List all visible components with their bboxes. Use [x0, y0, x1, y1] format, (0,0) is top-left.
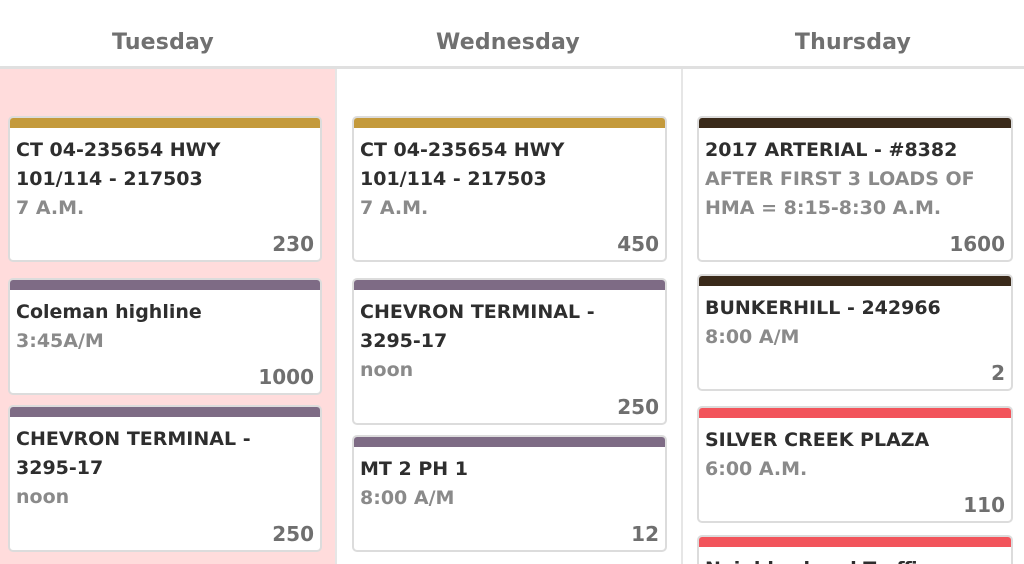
header-divider [0, 66, 1024, 69]
job-card-color-bar [354, 118, 665, 128]
job-card-color-bar [10, 280, 320, 290]
job-card-time: noon [360, 359, 414, 381]
column-divider [335, 69, 337, 564]
job-card-quantity: 450 [617, 232, 659, 256]
column-divider [681, 69, 683, 564]
job-card-time: 8:00 A/M [705, 326, 800, 348]
job-card-time: 6:00 A.M. [705, 458, 808, 480]
job-card-quantity: 250 [617, 395, 659, 419]
job-card[interactable]: Neighborhood Traffic [697, 535, 1013, 564]
job-card-time: 7 A.M. [360, 197, 429, 219]
job-card-color-bar [10, 118, 320, 128]
job-card[interactable]: BUNKERHILL - 242966 8:00 A/M 2 [697, 274, 1013, 391]
job-card-color-bar [354, 437, 665, 447]
job-card-color-bar [699, 118, 1011, 128]
job-card-title: SILVER CREEK PLAZA [705, 429, 930, 451]
job-card-title: Coleman highline [16, 301, 202, 323]
job-card-time: noon [16, 486, 70, 508]
job-card[interactable]: MT 2 PH 1 8:00 A/M 12 [352, 435, 667, 552]
job-card[interactable]: Coleman highline 3:45A/M 1000 [8, 278, 322, 395]
job-card-quantity: 250 [272, 522, 314, 546]
job-card-time: 7 A.M. [16, 197, 85, 219]
job-card-color-bar [354, 280, 665, 290]
job-card[interactable]: CT 04-235654 HWY 101/114 - 217503 7 A.M.… [8, 116, 322, 262]
job-card[interactable]: CT 04-235654 HWY 101/114 - 217503 7 A.M.… [352, 116, 667, 262]
job-card[interactable]: CHEVRON TERMINAL - 3295-17 noon 250 [352, 278, 667, 425]
job-card[interactable]: 2017 ARTERIAL - #8382 AFTER FIRST 3 LOAD… [697, 116, 1013, 262]
job-card-time: 3:45A/M [16, 330, 104, 352]
job-card-color-bar [699, 276, 1011, 286]
job-card-title: Neighborhood Traffic [705, 555, 1003, 564]
job-card-quantity: 230 [272, 232, 314, 256]
job-card-color-bar [699, 408, 1011, 418]
job-card-title: BUNKERHILL - 242966 [705, 297, 941, 319]
job-card-title: 2017 ARTERIAL - #8382 [705, 139, 958, 161]
job-card-title: CHEVRON TERMINAL - 3295-17 [16, 428, 251, 479]
day-header-tuesday: Tuesday [112, 30, 214, 55]
job-card-title: CT 04-235654 HWY 101/114 - 217503 [16, 139, 221, 190]
job-card-quantity: 1600 [949, 232, 1005, 256]
job-card[interactable]: SILVER CREEK PLAZA 6:00 A.M. 110 [697, 406, 1013, 523]
job-card-title: MT 2 PH 1 [360, 458, 468, 480]
job-card-quantity: 1000 [258, 365, 314, 389]
job-card-title: CHEVRON TERMINAL - 3295-17 [360, 301, 595, 352]
day-header-wednesday: Wednesday [436, 30, 580, 55]
job-card-title: CT 04-235654 HWY 101/114 - 217503 [360, 139, 565, 190]
job-card-color-bar [699, 537, 1011, 547]
job-card[interactable]: CHEVRON TERMINAL - 3295-17 noon 250 [8, 405, 322, 552]
job-card-quantity: 12 [631, 522, 659, 546]
day-header-thursday: Thursday [794, 30, 912, 55]
job-card-time: 8:00 A/M [360, 487, 455, 509]
week-header: Tuesday Wednesday Thursday [0, 0, 1024, 66]
job-card-quantity: 2 [991, 361, 1005, 385]
job-card-quantity: 110 [963, 493, 1005, 517]
job-card-time: AFTER FIRST 3 LOADS OF HMA = 8:15-8:30 A… [705, 168, 975, 219]
job-card-color-bar [10, 407, 320, 417]
